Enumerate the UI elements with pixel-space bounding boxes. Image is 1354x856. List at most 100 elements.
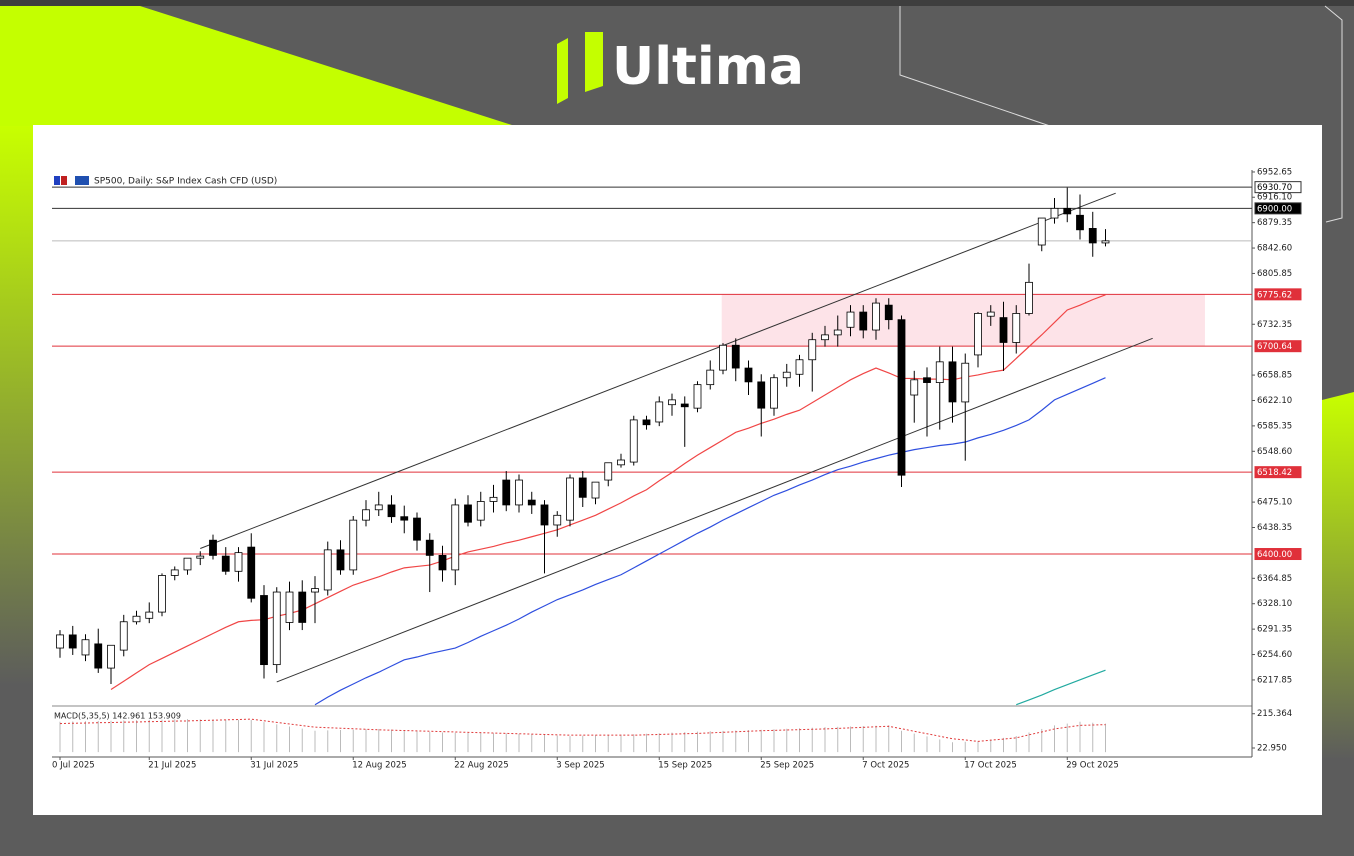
icon: [61, 176, 67, 185]
y-tick-label: 6328.10: [1257, 599, 1292, 609]
candle-body: [884, 304, 893, 321]
candle-body: [604, 462, 613, 481]
candle-body: [808, 339, 817, 361]
icon: [75, 176, 89, 185]
candle-body: [285, 591, 294, 623]
candle-body: [974, 313, 982, 356]
y-tick-label: 6805.85: [1257, 269, 1292, 279]
level-label: 6400.00: [1257, 550, 1292, 560]
level-label-box: [1254, 466, 1302, 479]
moving-average: [314, 377, 1106, 706]
candle-body: [170, 569, 179, 576]
trendline: [200, 192, 1116, 549]
candle-body: [464, 504, 472, 523]
candle-body: [221, 555, 230, 572]
candle-body: [795, 359, 804, 375]
y-tick-label: 6658.85: [1257, 371, 1292, 381]
deco-line: [1324, 5, 1343, 223]
y-tick-label: 6585.35: [1257, 421, 1292, 431]
candle-body: [489, 496, 498, 502]
top-bar: [0, 0, 1354, 6]
candle-body: [145, 611, 154, 619]
candle-body: [872, 302, 880, 331]
x-tick-label: 22 Aug 2025: [454, 761, 508, 771]
candle-body: [323, 549, 332, 591]
logo-icon: [557, 38, 568, 104]
candle-body: [923, 377, 931, 383]
level-label: 6700.64: [1257, 342, 1292, 352]
x-tick-label: 12 Aug 2025: [352, 761, 406, 771]
candle-body: [196, 555, 205, 559]
candle-body: [757, 381, 766, 409]
candle-body: [999, 317, 1008, 343]
candle-body: [107, 644, 115, 669]
candle-body: [680, 403, 689, 408]
candle-body: [387, 504, 396, 518]
y-tick-label: 6291.35: [1257, 625, 1292, 635]
candle-body: [336, 549, 345, 571]
candle-body: [566, 477, 574, 521]
candle-body: [629, 419, 638, 463]
chart-title: SP500, Daily: S&P Index Cash CFD (USD): [94, 177, 277, 187]
level-label: 6930.70: [1257, 183, 1292, 193]
candle-body: [132, 615, 141, 623]
candle-body: [362, 509, 370, 521]
x-tick-label: 25 Sep 2025: [760, 761, 814, 771]
candle-body: [476, 501, 485, 521]
level-label-box: [1254, 181, 1302, 194]
brand-shape: [0, 126, 34, 686]
candle-body: [1025, 281, 1033, 314]
candle-body: [81, 639, 90, 656]
level-label: 6900.00: [1257, 204, 1292, 214]
candle-body: [782, 371, 791, 379]
y-tick-label: 6732.35: [1257, 320, 1292, 330]
candle-body: [770, 377, 778, 409]
candle-body: [1050, 207, 1059, 219]
y-tick-label: 6548.60: [1257, 447, 1292, 457]
level-label-box: [1254, 288, 1302, 301]
y-tick-label: 6475.10: [1257, 498, 1292, 508]
candle-body: [527, 499, 536, 506]
trendline: [276, 337, 1153, 683]
x-tick-label: 0 Jul 2025: [52, 761, 95, 771]
candle-body: [1088, 228, 1097, 244]
candle-body: [910, 379, 919, 396]
candle-body: [1101, 240, 1110, 244]
candle-body: [56, 634, 64, 649]
candle-body: [948, 361, 957, 403]
level-label: 6775.62: [1257, 290, 1292, 300]
deco-line: [899, 6, 1051, 127]
y-tick-label: 6952.65: [1257, 167, 1292, 177]
x-tick-label: 15 Sep 2025: [658, 761, 712, 771]
candle-body: [1037, 217, 1046, 246]
y-tick-label: 6217.85: [1257, 675, 1292, 685]
candle-body: [425, 539, 434, 556]
candle-body: [821, 334, 829, 341]
candle-body: [642, 419, 651, 426]
candle-body: [655, 401, 664, 423]
y-tick-label: 6438.35: [1257, 523, 1292, 533]
candle-body: [846, 311, 855, 328]
x-tick-label: 21 Jul 2025: [148, 761, 196, 771]
candle-body: [578, 477, 587, 498]
candle-body: [540, 504, 549, 526]
candle-body: [158, 575, 166, 613]
candle-body: [451, 504, 460, 571]
x-tick-label: 31 Jul 2025: [250, 761, 298, 771]
candle-body: [234, 552, 243, 572]
candle-body: [859, 311, 868, 331]
candle-body: [706, 369, 715, 386]
y-tick-label: 6842.60: [1257, 244, 1292, 254]
candle-body: [591, 481, 600, 499]
candle-body: [961, 362, 970, 403]
candle-body: [986, 311, 995, 317]
candle-body: [349, 519, 358, 571]
candle-body: [400, 516, 409, 521]
macd-title: MACD(5,35,5) 142.961 153.909: [54, 712, 181, 721]
candle-body: [935, 361, 944, 383]
candle-body: [119, 621, 128, 651]
candle-body: [1012, 313, 1021, 343]
icon: [54, 176, 60, 185]
candle-body: [209, 539, 217, 556]
level-label-box: [1254, 202, 1302, 215]
